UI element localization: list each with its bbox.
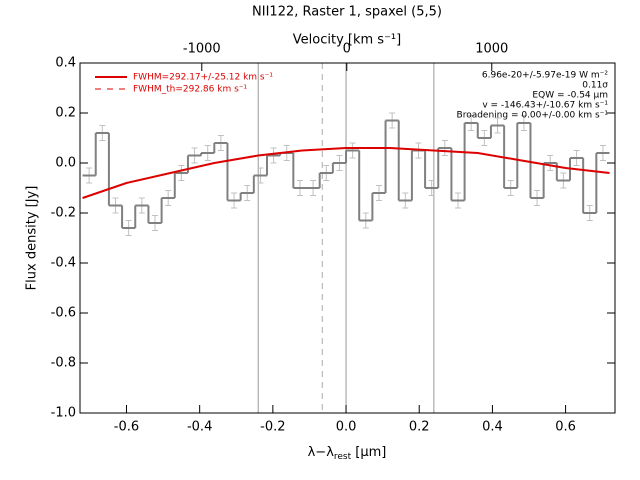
x-label-sub: rest [334, 452, 352, 462]
x-label-unit: [µm] [351, 445, 386, 460]
annotation: 6.96e-20+/-5.97e-19 W m⁻² [482, 71, 609, 81]
annotation: EQW = -0.54 µm [532, 91, 608, 101]
y-tick-label: -0.4 [51, 256, 76, 271]
annotation: v = -146.43+/-10.67 km s⁻¹ [482, 101, 608, 111]
plot-frame [79, 62, 616, 414]
x-tick-label: 0.2 [409, 420, 430, 435]
legend-fit-th: FWHM_th=292.86 km s⁻¹ [133, 85, 248, 95]
y-axis-label: Flux density [Jy] [25, 186, 40, 291]
y-tick-label: -0.2 [51, 206, 76, 221]
top-tick-label: 0 [343, 42, 351, 57]
x-tick-label: 0.0 [336, 420, 357, 435]
x-tick-label: -0.6 [114, 420, 139, 435]
y-tick-label: 0.0 [55, 156, 76, 171]
y-tick-label: -0.8 [51, 356, 76, 371]
annotation: 0.11σ [582, 81, 608, 91]
annotation: Broadening = 0.00+/-0.00 km s⁻¹ [457, 111, 609, 121]
x-tick-label: 0.6 [555, 420, 576, 435]
fit-curve [82, 147, 610, 199]
y-tick-label: 0.4 [55, 56, 76, 71]
y-tick-label: -0.6 [51, 306, 76, 321]
x-label-main: λ−λ [308, 445, 335, 460]
x-tick-label: -0.4 [187, 420, 212, 435]
chart-title: NII122, Raster 1, spaxel (5,5) [252, 5, 442, 20]
legend-fit: FWHM=292.17+/-25.12 km s⁻¹ [133, 73, 273, 83]
top-axis-label: Velocity [km s⁻¹] [293, 33, 401, 48]
y-tick-label: 0.2 [55, 106, 76, 121]
y-tick-label: -1.0 [51, 406, 76, 421]
x-tick-label: -0.2 [260, 420, 285, 435]
x-tick-label: 0.4 [482, 420, 503, 435]
top-tick-label: 1000 [475, 42, 508, 57]
x-axis-label: λ−λrest [µm] [308, 445, 387, 462]
top-tick-label: -1000 [183, 42, 221, 57]
